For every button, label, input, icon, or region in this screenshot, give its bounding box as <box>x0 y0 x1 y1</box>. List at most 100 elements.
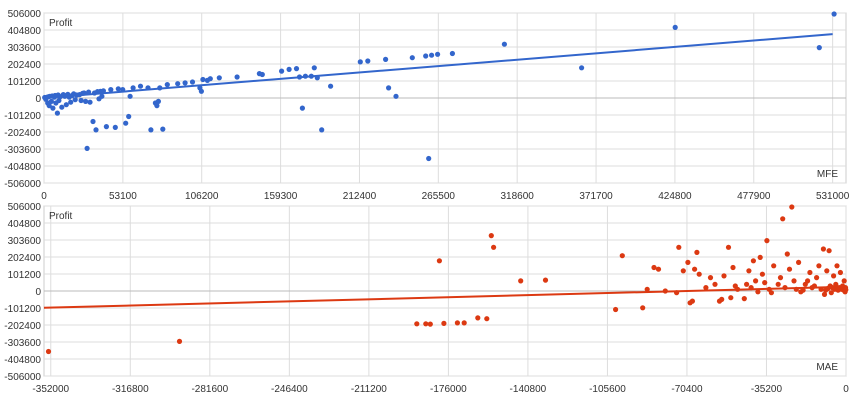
data-point <box>680 268 686 274</box>
y-tick-label: -404800 <box>4 355 41 366</box>
data-point <box>828 290 834 296</box>
data-point <box>753 278 759 284</box>
data-point <box>619 253 625 259</box>
data-point <box>279 68 285 74</box>
y-tick-label: -506000 <box>4 179 41 190</box>
data-point <box>730 264 736 271</box>
data-point <box>689 298 696 304</box>
data-point <box>54 110 61 116</box>
x-tick-label: -246400 <box>271 384 308 395</box>
data-point <box>518 278 524 284</box>
data-point <box>423 53 429 59</box>
data-point <box>386 85 392 91</box>
data-point <box>216 75 222 81</box>
data-point <box>63 102 69 108</box>
data-point <box>441 320 447 326</box>
y-tick-label: 202400 <box>8 253 42 264</box>
data-point <box>694 249 700 255</box>
data-point <box>155 98 161 104</box>
data-point <box>319 127 325 133</box>
x-tick-label: 424800 <box>658 191 692 202</box>
y-tick-label: -202400 <box>4 128 41 139</box>
data-point <box>148 127 154 133</box>
data-point <box>311 65 317 71</box>
data-point <box>805 278 811 284</box>
x-tick-label: 318600 <box>500 191 534 202</box>
data-point <box>488 233 494 239</box>
x-tick-label: 265500 <box>422 191 456 202</box>
data-point <box>414 321 420 327</box>
data-point <box>651 264 657 271</box>
data-point <box>454 320 460 326</box>
data-point <box>672 24 678 30</box>
x-tick-label: 0 <box>41 191 47 202</box>
x-tick-label: -211200 <box>351 384 387 395</box>
y-tick-label: 202400 <box>8 60 42 71</box>
data-point <box>435 51 441 57</box>
data-points <box>42 11 837 162</box>
data-point <box>834 263 840 269</box>
data-point <box>286 66 292 72</box>
data-point <box>762 280 768 286</box>
data-point <box>775 281 781 287</box>
data-point <box>87 99 93 105</box>
data-point <box>831 11 837 17</box>
data-point <box>826 248 832 254</box>
x-tick-label: 371700 <box>579 191 613 202</box>
data-point <box>501 41 507 47</box>
x-tick-label: -35200 <box>751 384 783 395</box>
data-point <box>48 98 55 104</box>
y-tick-label: 101200 <box>8 270 42 281</box>
data-point <box>200 76 206 83</box>
data-point <box>644 286 650 292</box>
data-points <box>45 204 849 355</box>
data-point <box>640 305 646 311</box>
data-point <box>696 271 702 277</box>
data-point <box>99 93 105 99</box>
data-point <box>127 93 133 99</box>
data-point <box>299 105 305 111</box>
data-point <box>365 58 371 64</box>
data-point <box>741 296 747 302</box>
x-tick-label: 477900 <box>737 191 771 202</box>
data-point <box>78 97 84 104</box>
data-point <box>393 93 399 99</box>
y-tick-label: 0 <box>35 287 41 298</box>
data-point <box>491 244 497 250</box>
data-point <box>50 105 56 111</box>
data-point <box>764 238 770 244</box>
x-tick-label: 159300 <box>264 191 298 202</box>
x-tick-label: 0 <box>843 384 849 395</box>
data-point <box>771 263 777 269</box>
data-point <box>837 269 844 276</box>
data-point <box>816 263 822 269</box>
data-point <box>328 83 334 89</box>
data-point <box>409 55 415 61</box>
y-tick-label: -303600 <box>4 338 41 349</box>
data-point <box>83 98 89 104</box>
data-point <box>461 320 467 326</box>
x-tick-label: -352000 <box>32 384 69 395</box>
data-point <box>777 275 784 281</box>
data-point <box>46 103 52 109</box>
y-tick-label: 0 <box>35 94 41 105</box>
y-tick-label: -101200 <box>4 304 41 315</box>
data-point <box>207 76 213 82</box>
x-tick-label: 53100 <box>109 191 137 202</box>
data-point <box>154 103 160 109</box>
data-point <box>429 52 435 58</box>
chart-panel-2: -506000 -404800 -303600 -202400 -101200 0 1012… <box>4 202 849 395</box>
data-point <box>768 290 775 296</box>
data-point <box>542 277 549 283</box>
data-point <box>93 127 99 133</box>
y-tick-label: -506000 <box>4 372 41 383</box>
data-point <box>579 65 585 71</box>
data-point <box>821 291 828 297</box>
data-point <box>784 251 790 257</box>
data-point <box>175 81 181 87</box>
x-tick-label: -140800 <box>510 384 547 395</box>
x-tick-label: -281600 <box>191 384 228 395</box>
data-point <box>436 258 442 264</box>
data-point <box>427 321 433 327</box>
